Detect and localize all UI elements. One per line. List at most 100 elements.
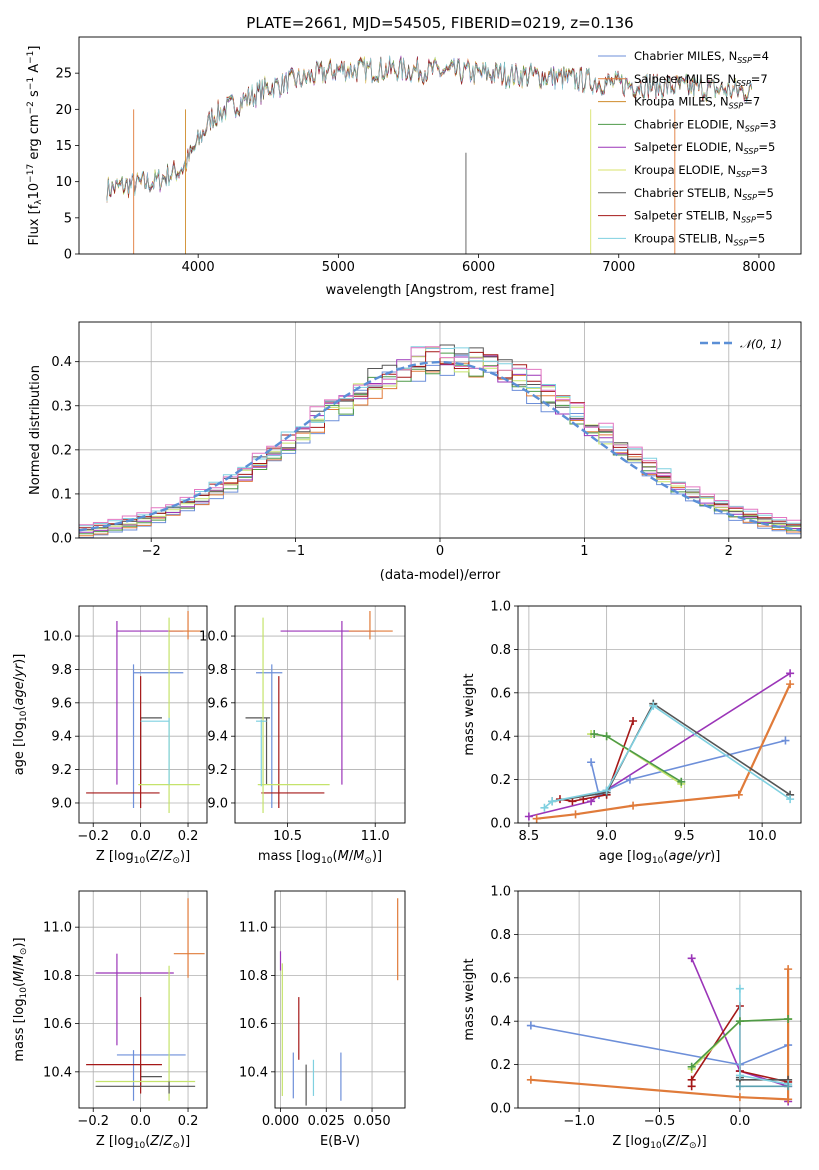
- y-tick-label: 0.8: [490, 928, 511, 943]
- age-vs-mass-markers: [245, 611, 393, 813]
- y-tick-label: 9.6: [51, 696, 72, 711]
- weight-vs-Z-ylabel: mass weight: [462, 958, 477, 1040]
- age-vs-mass-axes: [231, 606, 405, 827]
- x-tick-label: 6000: [462, 260, 495, 275]
- y-tick-label: 9.4: [207, 730, 228, 745]
- series-point: [781, 736, 790, 745]
- y-tick-label: 9.8: [51, 663, 72, 678]
- legend-entry: Salpeter ELODIE, NSSP=5: [634, 140, 775, 156]
- y-tick-label: 0.2: [490, 1058, 511, 1073]
- series-point: [784, 1015, 793, 1024]
- x-tick-label: −0.2: [77, 829, 109, 844]
- weight-vs-age-axes: [514, 605, 801, 827]
- weight-vs-age-ylabel: mass weight: [462, 673, 477, 755]
- y-tick-label: 0.6: [490, 971, 511, 986]
- y-tick-label: 11.0: [239, 921, 268, 936]
- series-point: [524, 812, 533, 821]
- series-point: [629, 801, 638, 810]
- histogram-8: [79, 346, 801, 526]
- y-tick-label: 9.8: [207, 663, 228, 678]
- residual-histograms: [79, 344, 801, 538]
- mass-vs-ebv-markers: [279, 898, 399, 1106]
- series-point: [786, 669, 795, 678]
- age-vs-mass-xlabel: mass [log10(M/M⊙)]: [258, 849, 382, 866]
- x-tick-label: 5000: [322, 260, 355, 275]
- x-tick-label: −0.2: [77, 1114, 109, 1129]
- series-point: [784, 1095, 793, 1104]
- y-tick-label: 0.0: [51, 532, 72, 547]
- x-tick-label: −0.5: [644, 1114, 676, 1129]
- y-tick-label: 10.6: [239, 1017, 268, 1032]
- y-tick-label: 20: [55, 103, 72, 118]
- x-tick-label: 7000: [602, 260, 635, 275]
- y-tick-label: 0.4: [51, 355, 72, 370]
- mass-vs-ebv-axes: [271, 891, 405, 1112]
- spectrum-axes: [75, 72, 760, 258]
- x-tick-label: 1: [580, 544, 588, 559]
- y-tick-label: 9.0: [207, 796, 228, 811]
- legend-entry: Chabrier STELIB, NSSP=5: [634, 186, 774, 202]
- series-point: [687, 954, 696, 963]
- residuals-frame: [78, 321, 802, 539]
- series-point: [735, 984, 744, 993]
- x-tick-label: −2: [142, 544, 161, 559]
- y-tick-label: 0.6: [490, 686, 511, 701]
- age-vs-Z-xlabel: Z [log10(Z/Z⊙)]: [96, 849, 190, 866]
- y-tick-label: 5: [64, 211, 72, 226]
- weight-vs-age-frame: [517, 605, 802, 824]
- series-point: [571, 810, 580, 819]
- x-tick-label: 0: [436, 544, 444, 559]
- y-tick-label: 0.0: [490, 1102, 511, 1117]
- series-point: [784, 965, 793, 974]
- mass-vs-Z-xlabel: Z [log10(Z/Z⊙)]: [96, 1134, 190, 1151]
- series-point: [629, 717, 638, 726]
- mass-vs-ebv-frame: [274, 890, 406, 1109]
- x-tick-label: 10.5: [273, 829, 302, 844]
- series-point: [540, 803, 549, 812]
- series-point: [784, 1082, 793, 1091]
- series-line-7: [543, 704, 791, 809]
- series-point: [587, 758, 596, 767]
- series-point: [548, 797, 557, 806]
- spectrum-frame: [78, 36, 802, 255]
- series-line-6: [739, 988, 789, 1085]
- mass-vs-ebv-xlabel: E(B-V): [320, 1134, 360, 1149]
- series-point: [735, 1017, 744, 1026]
- legend-entry: Salpeter STELIB, NSSP=5: [634, 209, 773, 225]
- weight-vs-Z-xlabel: Z [log10(Z/Z⊙)]: [612, 1134, 706, 1151]
- y-tick-label: 0.4: [490, 730, 511, 745]
- legend-entry: Salpeter MILES, NSSP=7: [634, 72, 768, 88]
- legend-entry: Kroupa MILES, NSSP=7: [634, 95, 760, 111]
- series-point: [677, 777, 686, 786]
- series-point: [587, 797, 596, 806]
- series-point: [602, 732, 611, 741]
- age-vs-Z-markers: [86, 611, 203, 813]
- spectrum-title: PLATE=2661, MJD=54505, FIBERID=0219, z=0…: [246, 14, 633, 32]
- y-tick-label: 9.2: [207, 763, 228, 778]
- x-tick-label: 9.5: [674, 829, 695, 844]
- y-tick-label: 0.2: [490, 773, 511, 788]
- residuals-xlabel: (data-model)/error: [380, 568, 501, 583]
- x-tick-label: 10.0: [748, 829, 777, 844]
- x-tick-label: 0.025: [308, 1114, 345, 1129]
- x-tick-label: 0.2: [178, 829, 199, 844]
- legend-entry: Chabrier ELODIE, NSSP=3: [634, 117, 776, 133]
- series-point: [602, 786, 611, 795]
- series-point: [526, 1021, 535, 1030]
- weight-vs-age-series: [524, 669, 795, 823]
- series-point: [734, 790, 743, 799]
- series-point: [786, 795, 795, 804]
- x-tick-label: 9.0: [596, 829, 617, 844]
- age-vs-mass-frame: [234, 605, 406, 824]
- series-point: [735, 1082, 744, 1091]
- series-point: [625, 775, 634, 784]
- legend-entry: Kroupa STELIB, NSSP=5: [634, 231, 765, 247]
- series-line-6: [594, 733, 682, 783]
- x-tick-label: 0.0: [730, 1114, 751, 1129]
- y-tick-label: 15: [55, 139, 72, 154]
- series-point: [590, 730, 599, 739]
- weight-vs-Z-series: [526, 954, 793, 1106]
- y-tick-label: 10.8: [43, 969, 72, 984]
- x-tick-label: 0.000: [262, 1114, 299, 1129]
